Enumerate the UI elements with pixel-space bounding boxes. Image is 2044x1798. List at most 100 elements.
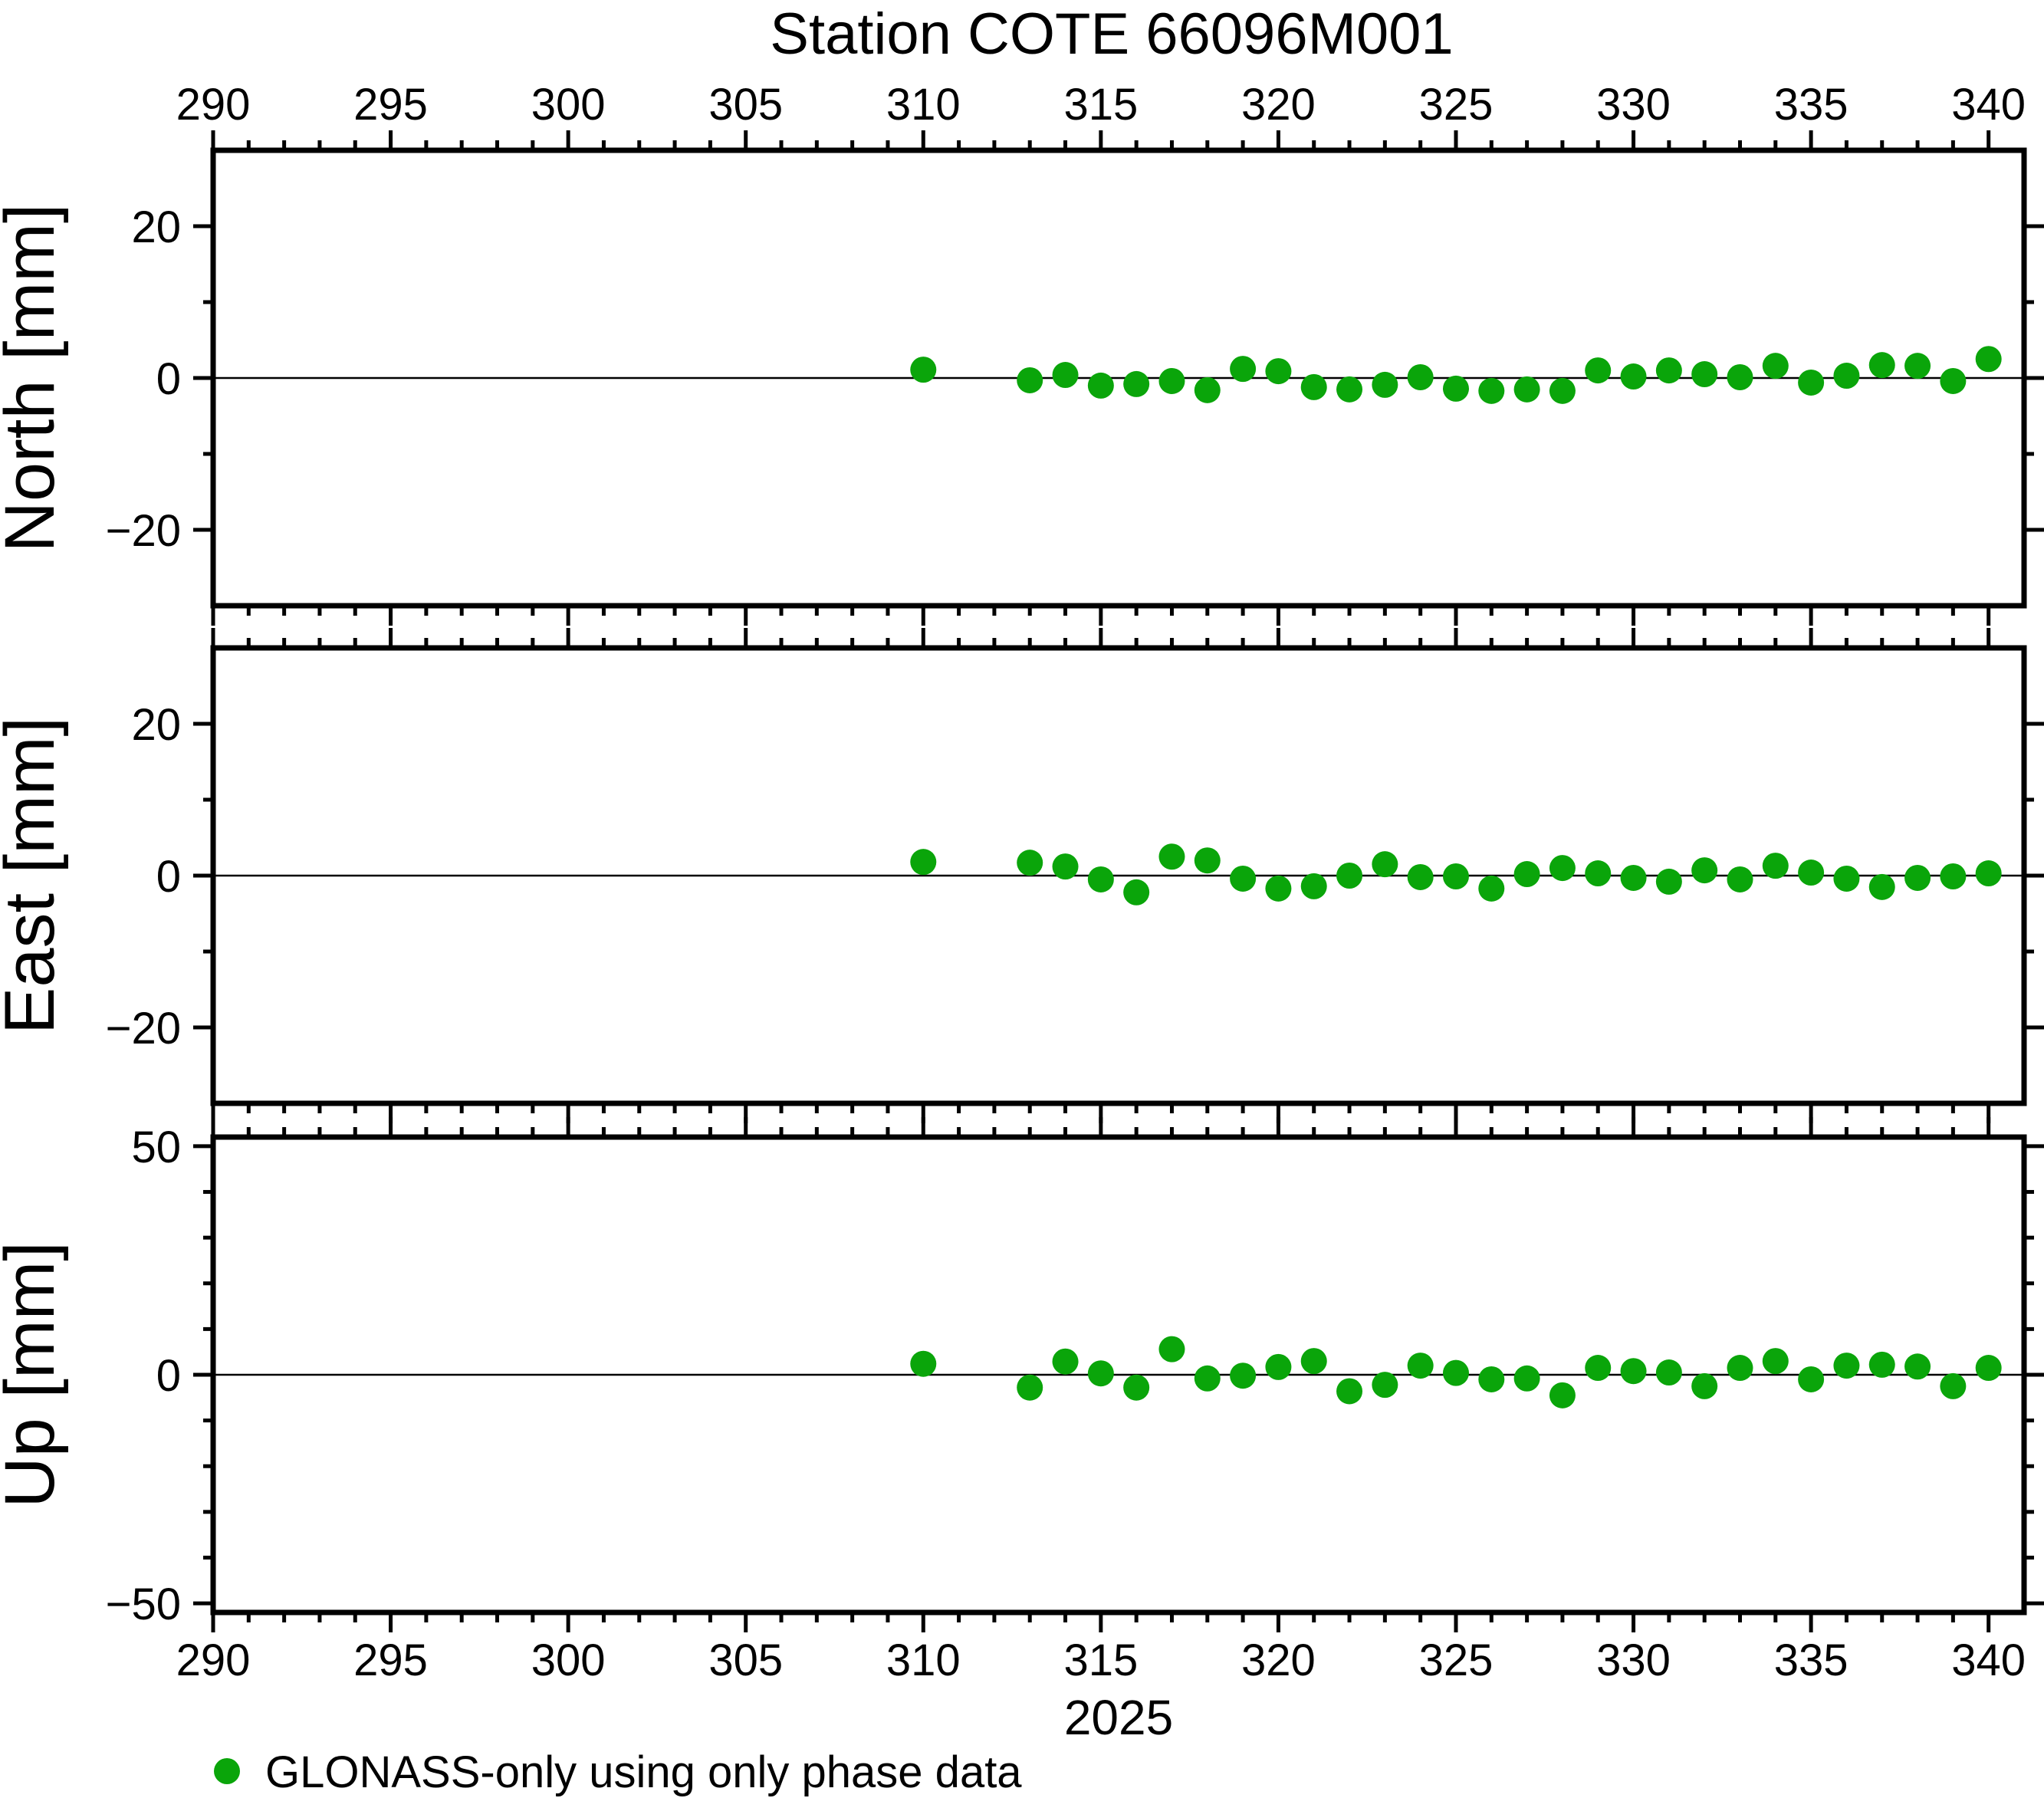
data-point [1762,1348,1789,1375]
y-tick-label: 20 [131,202,181,252]
data-point [1655,357,1682,384]
data-point [1868,352,1895,379]
data-point [1194,376,1221,403]
x-tick-label-top: 300 [531,80,606,130]
data-point [1372,1372,1398,1399]
data-point [1585,1355,1612,1382]
data-point [1017,1374,1043,1401]
data-point [1904,864,1931,891]
x-tick-label-top: 295 [353,80,428,130]
data-point [910,1350,937,1377]
y-axis-label-east: East [mm] [0,717,69,1034]
data-point [1052,853,1079,880]
data-point [1158,367,1185,394]
data-point [1833,1353,1860,1379]
y-tick-label: 50 [131,1123,181,1172]
data-point [1336,863,1363,889]
data-point [1940,1372,1967,1399]
y-axis-label-north: North [mm] [0,204,69,553]
data-point [1194,847,1221,874]
x-tick-label-bottom: 310 [886,1635,961,1685]
data-point [1691,361,1718,388]
data-point [1407,364,1434,391]
data-point [1691,857,1718,884]
legend-label: GLONASS-only using only phase data [265,1747,1022,1797]
x-axis-year-label: 2025 [1064,1690,1173,1745]
data-point [1336,376,1363,403]
data-point [1620,1358,1647,1385]
data-point [1549,1382,1576,1408]
data-point [1442,863,1469,889]
data-point [1442,375,1469,402]
data-point [1585,860,1612,887]
data-point [1194,1365,1221,1392]
data-point [1478,1366,1505,1392]
data-point [1407,863,1434,890]
data-point [1158,843,1185,870]
x-tick-label-top: 320 [1241,80,1316,130]
x-tick-label-bottom: 325 [1419,1635,1494,1685]
data-point [1052,362,1079,389]
data-point [1372,851,1398,878]
x-tick-label-top: 330 [1596,80,1671,130]
data-point [1727,1355,1753,1382]
data-point [1230,356,1257,383]
data-point [910,849,937,876]
data-point [1300,873,1327,899]
x-tick-label-top: 335 [1774,80,1848,130]
data-point [1087,1360,1114,1387]
y-tick-label: −20 [106,506,181,556]
x-tick-label-top: 315 [1063,80,1138,130]
y-axis-label-up: Up [mm] [0,1241,69,1508]
x-tick-label-top: 340 [1951,80,2026,130]
data-point [1727,866,1753,892]
data-point [1442,1359,1469,1386]
data-point [1585,357,1612,384]
data-point [1513,1365,1540,1392]
data-point [1123,1374,1150,1401]
y-tick-label: 20 [131,700,181,750]
data-point [1513,861,1540,888]
data-point [1691,1372,1718,1399]
data-point [1904,353,1931,380]
data-point [1336,1378,1363,1405]
data-point [1478,875,1505,902]
data-point [1158,1336,1185,1362]
data-point [1230,1362,1257,1389]
legend-marker-icon [214,1758,240,1784]
x-tick-label-bottom: 305 [708,1635,783,1685]
panel-frame [210,147,2027,609]
x-tick-label-bottom: 290 [176,1635,251,1685]
data-point [1017,367,1043,393]
data-point [1620,864,1647,891]
x-tick-label-bottom: 340 [1951,1635,2026,1685]
data-point [1798,1366,1825,1392]
x-tick-label-top: 310 [886,80,961,130]
y-tick-label: −20 [106,1004,181,1053]
data-point [1620,363,1647,390]
data-point [1230,865,1257,892]
panel-frame [210,1134,2027,1616]
data-point [1868,1351,1895,1378]
data-point [1087,866,1114,892]
data-point [1655,1359,1682,1386]
x-tick-label-bottom: 295 [353,1635,428,1685]
data-point [1407,1353,1434,1379]
data-point [1904,1353,1931,1380]
y-tick-label: 0 [156,1351,181,1401]
data-point [1087,372,1114,399]
x-tick-label-bottom: 320 [1241,1635,1316,1685]
chart-title: Station COTE 66096M001 [770,2,1453,67]
x-tick-label-top: 325 [1419,80,1494,130]
x-tick-label-bottom: 315 [1063,1635,1138,1685]
legend: GLONASS-only using only phase data [214,1747,1022,1797]
y-tick-label: −50 [106,1579,181,1629]
data-point [1300,1348,1327,1375]
data-point [1123,879,1150,906]
data-point [1975,860,2002,887]
data-point [1478,377,1505,404]
plot-panels: 290 295 300 305 310 315 320 325 330 335 340 −20 0 20 −… [106,80,2044,1685]
data-point [1762,353,1789,380]
